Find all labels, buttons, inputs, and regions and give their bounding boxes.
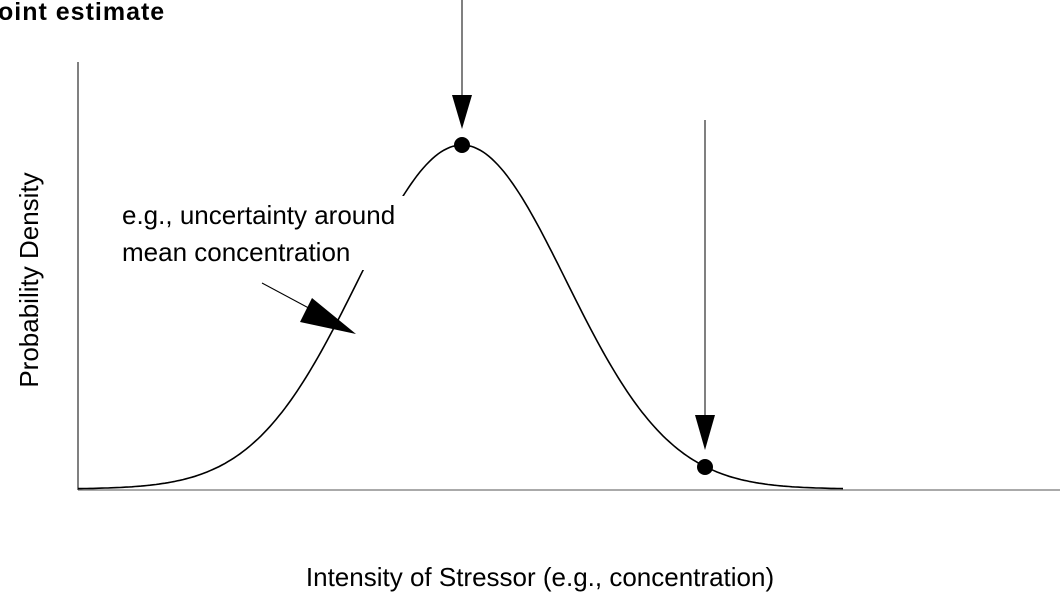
annotation-backdrop — [116, 196, 421, 270]
point-marker — [697, 459, 713, 475]
arrow-head — [695, 415, 715, 450]
annotation-line: mean concentration — [122, 237, 350, 267]
annotation-arrow-head — [300, 298, 356, 334]
x-axis-label: Intensity of Stressor (e.g., concentrati… — [306, 562, 774, 592]
y-axis-label: Probability Density — [14, 172, 44, 387]
title: oint estimate — [0, 0, 165, 26]
arrow-head — [452, 95, 472, 129]
point-marker — [454, 137, 470, 153]
annotation-line: e.g., uncertainty around — [122, 200, 395, 230]
